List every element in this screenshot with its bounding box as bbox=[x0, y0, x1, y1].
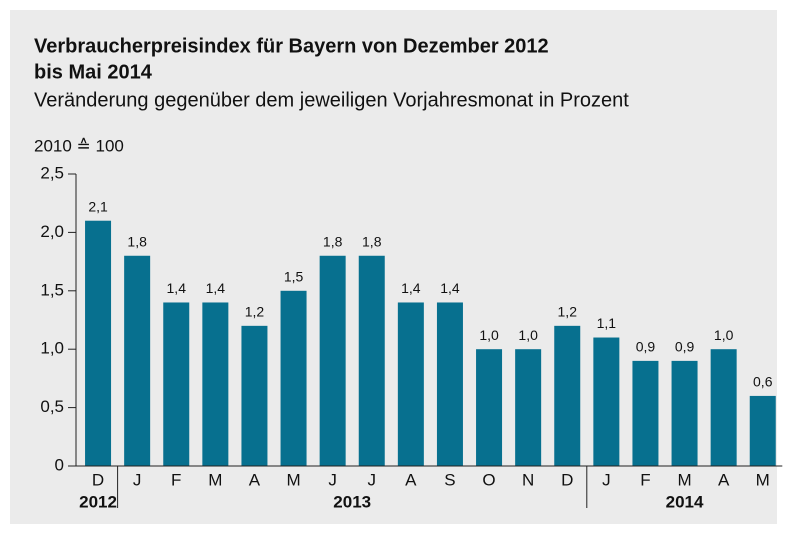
value-label: 1,8 bbox=[362, 233, 382, 249]
x-tick-label: A bbox=[249, 470, 261, 489]
bar bbox=[671, 360, 698, 466]
bar bbox=[749, 395, 776, 466]
x-tick-label: J bbox=[368, 470, 377, 489]
x-tick-label: M bbox=[756, 470, 770, 489]
year-label: 2012 bbox=[79, 492, 117, 511]
x-tick-label: J bbox=[602, 470, 611, 489]
y-tick-label: 1,0 bbox=[40, 339, 64, 358]
x-tick-label: N bbox=[522, 470, 534, 489]
x-tick-label: J bbox=[133, 470, 142, 489]
chart-subtitle: Veränderung gegenüber dem jeweiligen Vor… bbox=[34, 89, 629, 111]
bar bbox=[319, 255, 346, 466]
value-label: 1,4 bbox=[401, 280, 421, 296]
value-label: 1,5 bbox=[284, 269, 304, 285]
x-tick-label: S bbox=[444, 470, 455, 489]
x-tick-label: D bbox=[92, 470, 104, 489]
bar bbox=[632, 360, 659, 466]
bar bbox=[358, 255, 385, 466]
y-tick-label: 2,5 bbox=[40, 163, 64, 182]
year-label: 2013 bbox=[333, 492, 371, 511]
value-label: 1,8 bbox=[127, 233, 147, 249]
bar bbox=[710, 349, 737, 466]
x-tick-label: F bbox=[640, 470, 650, 489]
value-label: 1,1 bbox=[597, 315, 617, 331]
x-tick-label: M bbox=[286, 470, 300, 489]
x-tick-label: O bbox=[482, 470, 495, 489]
bar bbox=[124, 255, 151, 466]
value-label: 1,8 bbox=[323, 233, 343, 249]
x-tick-label: A bbox=[405, 470, 417, 489]
value-label: 2,1 bbox=[88, 198, 108, 214]
x-tick-label: D bbox=[561, 470, 573, 489]
bar bbox=[85, 220, 112, 466]
bar bbox=[515, 349, 542, 466]
bar bbox=[241, 325, 268, 466]
bar bbox=[436, 302, 463, 466]
value-label: 1,4 bbox=[206, 280, 226, 296]
y-tick-label: 0,5 bbox=[40, 397, 64, 416]
value-label: 1,4 bbox=[440, 280, 460, 296]
y-tick-label: 1,5 bbox=[40, 280, 64, 299]
bar bbox=[280, 290, 307, 466]
bar bbox=[476, 349, 503, 466]
chart-title: Verbraucherpreisindex für Bayern von Dez… bbox=[34, 35, 549, 57]
y-axis-label: 2010 ≙ 100 bbox=[34, 136, 124, 155]
y-tick-label: 0 bbox=[55, 455, 64, 474]
value-label: 1,0 bbox=[518, 327, 538, 343]
value-label: 0,9 bbox=[636, 339, 656, 355]
year-label: 2014 bbox=[666, 492, 704, 511]
value-label: 1,4 bbox=[167, 280, 187, 296]
bar bbox=[397, 302, 424, 466]
bar bbox=[554, 325, 581, 466]
value-label: 1,0 bbox=[714, 327, 734, 343]
value-label: 0,9 bbox=[675, 339, 695, 355]
y-tick-label: 2,0 bbox=[40, 222, 64, 241]
value-label: 1,2 bbox=[558, 304, 578, 320]
x-tick-label: F bbox=[171, 470, 181, 489]
value-label: 1,2 bbox=[245, 304, 265, 320]
value-label: 0,6 bbox=[753, 374, 773, 390]
bar bbox=[202, 302, 229, 466]
x-tick-label: M bbox=[677, 470, 691, 489]
x-tick-label: A bbox=[718, 470, 730, 489]
bar bbox=[163, 302, 190, 466]
bar bbox=[593, 337, 620, 466]
x-tick-label: M bbox=[208, 470, 222, 489]
value-label: 1,0 bbox=[479, 327, 499, 343]
chart-title: bis Mai 2014 bbox=[34, 61, 153, 83]
x-tick-label: J bbox=[328, 470, 337, 489]
